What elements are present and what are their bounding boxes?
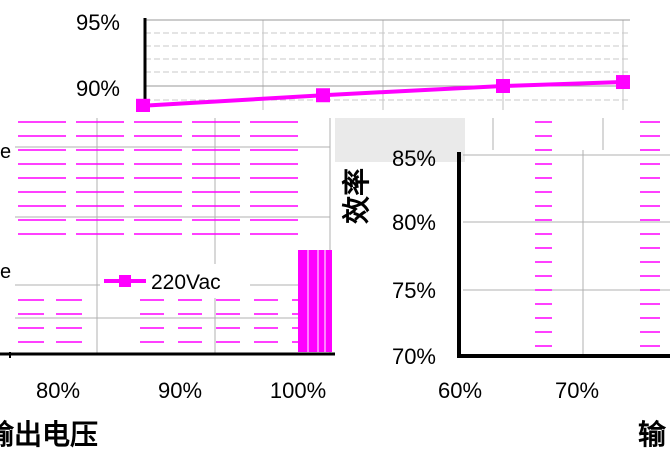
top-panel: 95% 90%: [76, 10, 630, 113]
br-y-tick-label: 85%: [392, 146, 436, 171]
bl-legend: 220Vac: [100, 264, 250, 298]
top-series-marker: [136, 98, 150, 113]
legend-label: 220Vac: [151, 271, 221, 294]
bl-magenta-block: [298, 250, 332, 352]
bl-x-axis-title: 输出电压: [0, 418, 98, 450]
bl-x-tick-label: 80%: [36, 378, 80, 403]
top-series-marker: [316, 88, 330, 103]
br-x-tick-label: 60%: [438, 378, 482, 403]
bottom-right-panel: 85% 80% 75% 70% 效率 60% 70% 输: [335, 112, 670, 450]
br-y-tick-label: 75%: [392, 278, 436, 303]
bl-x-tick-label: 100%: [270, 378, 326, 403]
br-y-axis-title: 效率: [340, 168, 373, 224]
bl-clipped-y-label: e: [0, 141, 11, 163]
top-y-tick-label: 95%: [76, 10, 120, 35]
bl-clipped-y-label: e: [0, 261, 11, 283]
bl-magenta-grid-stripes: [18, 121, 300, 343]
top-plot-area: [143, 18, 630, 112]
br-x-axis-title-fragment: 输: [638, 418, 667, 450]
top-series-marker: [496, 79, 510, 93]
br-x-tick-label: 70%: [555, 378, 599, 403]
top-series-marker: [616, 75, 630, 90]
br-y-tick-label: 70%: [392, 344, 436, 369]
br-y-tick-label: 80%: [392, 210, 436, 235]
bottom-left-panel: e e 220Vac 80% 90% 100% 输出电压: [0, 112, 335, 450]
top-series-line: [142, 80, 624, 108]
br-magenta-grid-stripes: [535, 121, 660, 347]
br-gray-band: [335, 118, 465, 162]
legend-marker-square: [119, 275, 131, 287]
top-series-markers: [136, 75, 630, 113]
top-y-tick-label: 90%: [76, 76, 120, 101]
bl-x-tick-label: 90%: [158, 378, 202, 403]
